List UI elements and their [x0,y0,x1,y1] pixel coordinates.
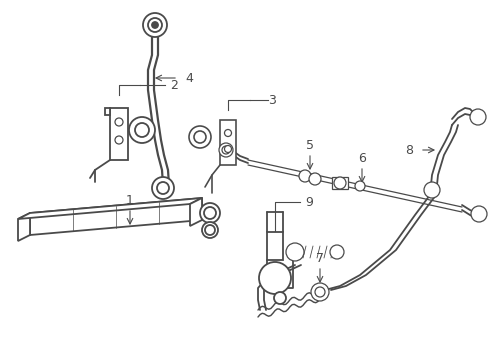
Polygon shape [105,108,110,115]
Text: 3: 3 [268,94,276,107]
Polygon shape [110,108,128,160]
Circle shape [200,203,220,223]
Polygon shape [30,198,202,235]
Bar [267,232,283,260]
Text: 4: 4 [185,72,193,85]
Polygon shape [18,198,202,219]
Circle shape [224,130,231,136]
Circle shape [311,283,329,301]
Circle shape [309,173,321,185]
Polygon shape [190,198,202,226]
Circle shape [194,131,206,143]
Circle shape [152,22,158,28]
Text: 5: 5 [306,139,314,152]
Circle shape [152,177,174,199]
Circle shape [259,262,291,294]
Circle shape [202,222,218,238]
Circle shape [315,287,325,297]
Circle shape [148,18,162,32]
Circle shape [224,145,231,153]
Circle shape [135,123,149,137]
Circle shape [204,207,216,219]
Circle shape [222,146,230,154]
Text: 1: 1 [126,194,134,207]
Bar [332,177,348,189]
Circle shape [355,181,365,191]
Text: 8: 8 [405,144,413,157]
Circle shape [115,136,123,144]
Circle shape [274,292,286,304]
Circle shape [205,225,215,235]
Circle shape [115,118,123,126]
Circle shape [286,243,304,261]
Circle shape [330,245,344,259]
Text: 6: 6 [358,152,366,165]
Text: 7: 7 [316,252,324,265]
Circle shape [189,126,211,148]
Circle shape [470,109,486,125]
Circle shape [299,170,311,182]
Circle shape [129,117,155,143]
Circle shape [334,177,346,189]
Circle shape [219,143,233,157]
Text: 2: 2 [170,78,178,91]
Polygon shape [18,213,30,241]
Circle shape [471,206,487,222]
Circle shape [143,13,167,37]
Polygon shape [220,120,236,165]
Circle shape [424,182,440,198]
Circle shape [157,182,169,194]
Text: 9: 9 [305,195,313,208]
